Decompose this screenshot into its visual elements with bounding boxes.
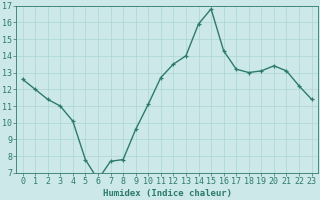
X-axis label: Humidex (Indice chaleur): Humidex (Indice chaleur) bbox=[103, 189, 232, 198]
